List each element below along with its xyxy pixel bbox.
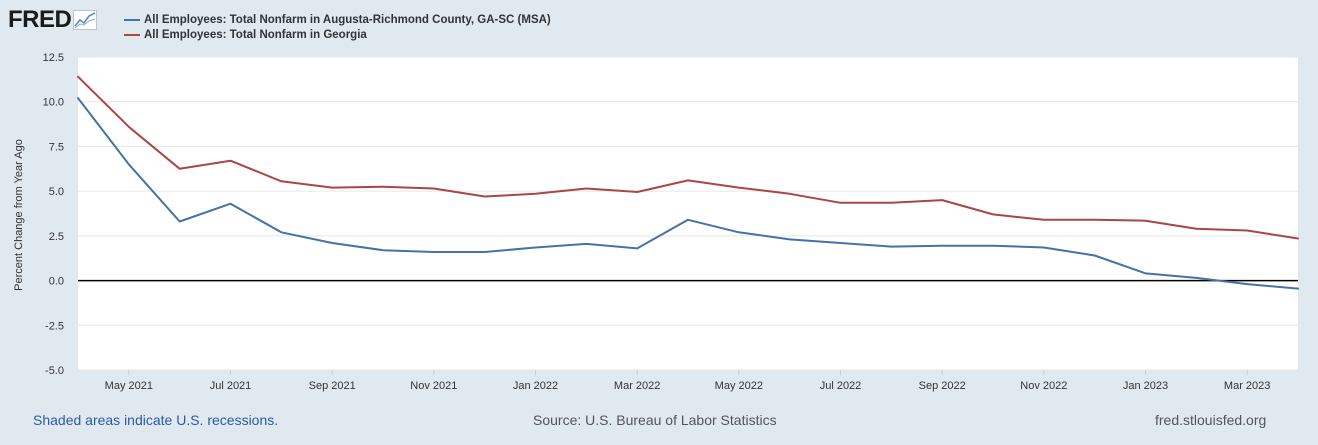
y-tick-label: 5.0 [49,186,64,198]
legend-item-georgia[interactable]: All Employees: Total Nonfarm in Georgia [124,27,551,42]
y-tick-label: 0.0 [49,276,64,288]
x-tick-label: May 2022 [715,380,763,392]
legend-swatch-georgia [124,33,140,36]
x-tick-label: Mar 2023 [1224,380,1270,392]
legend-swatch-augusta [124,18,140,21]
plot-area [78,57,1298,370]
fred-logo[interactable]: FRED [8,6,98,33]
y-tick-label: 7.5 [49,141,64,153]
source-note: Source: U.S. Bureau of Labor Statistics [533,412,777,428]
x-tick-label: Jul 2022 [820,380,862,392]
x-axis-ticks: May 2021 Jul 2021 Sep 2021 Nov 2021 Jan 2022… [105,370,1270,392]
chart-line-icon [73,10,98,30]
series-line-georgia[interactable] [77,75,1299,240]
y-tick-label: 10.0 [43,97,64,109]
series-lines [77,75,1299,290]
fred-logo-text: FRED [8,6,72,33]
legend-label-georgia: All Employees: Total Nonfarm in Georgia [144,28,367,41]
y-tick-label: -5.0 [45,365,64,377]
x-tick-label: May 2021 [105,380,153,392]
x-tick-label: Jan 2023 [1123,380,1168,392]
legend-item-augusta[interactable]: All Employees: Total Nonfarm in Augusta-… [124,12,551,27]
x-tick-label: Nov 2022 [1020,380,1067,392]
line-chart: 12.5 10.0 7.5 5.0 2.5 0.0 -2.5 -5.0 May 2021 Jul… [43,52,1299,392]
x-tick-label: Sep 2022 [919,380,966,392]
y-axis-ticks: 12.5 10.0 7.5 5.0 2.5 0.0 -2.5 -5.0 [43,52,64,377]
y-tick-label: 2.5 [49,231,64,243]
x-tick-label: Sep 2021 [309,380,356,392]
chart-legend: All Employees: Total Nonfarm in Augusta-… [124,12,551,42]
y-tick-label: -2.5 [45,320,64,332]
series-line-augusta[interactable] [77,97,1299,290]
recession-note-link[interactable]: Shaded areas indicate U.S. recessions. [33,412,279,428]
x-tick-label: Mar 2022 [614,380,660,392]
site-link[interactable]: fred.stlouisfed.org [1155,412,1267,428]
x-tick-label: Nov 2021 [410,380,457,392]
y-tick-label: 12.5 [43,52,64,64]
x-tick-label: Jul 2021 [210,380,252,392]
x-tick-label: Jan 2022 [513,380,558,392]
legend-label-augusta: All Employees: Total Nonfarm in Augusta-… [144,13,551,26]
